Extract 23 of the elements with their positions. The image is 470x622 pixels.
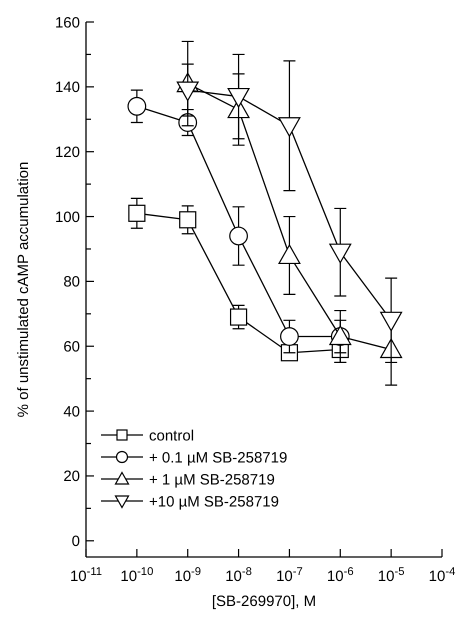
y-tick-label: 60 bbox=[63, 338, 80, 356]
y-tick-label: 20 bbox=[63, 468, 80, 486]
legend-label: + 1 µM SB-258719 bbox=[149, 471, 275, 488]
x-tick-label: 10$^{-7}$ bbox=[276, 566, 303, 585]
y-tick-label: 120 bbox=[54, 144, 80, 161]
y-tick-label: 80 bbox=[63, 274, 80, 291]
y-tick-label: 160 bbox=[54, 14, 80, 32]
x-tick-label: 10$^{-6}$ bbox=[326, 566, 354, 585]
y-tick-label: 100 bbox=[54, 208, 80, 226]
y-tick-label: 140 bbox=[54, 79, 80, 96]
legend-label: + 0.1 µM SB-258719 bbox=[149, 449, 288, 466]
y-axis-title: % of unstimulated cAMP accumulation bbox=[15, 162, 32, 418]
legend-label: +10 µM SB-258719 bbox=[149, 493, 279, 510]
y-tick-label: 0 bbox=[72, 533, 80, 550]
x-axis-title: [SB-269970], M bbox=[212, 593, 316, 610]
legend-label: control bbox=[149, 427, 194, 444]
y-tick-label: 40 bbox=[63, 403, 80, 420]
x-tick-label: 10$^{-4}$ bbox=[428, 566, 456, 585]
x-tick-label: 10$^{-10}$ bbox=[120, 566, 154, 585]
x-tick-label: 10$^{-9}$ bbox=[174, 566, 202, 585]
x-tick-label: 10$^{-5}$ bbox=[378, 566, 404, 585]
x-tick-label: 10$^{-11}$ bbox=[70, 566, 102, 585]
x-tick-label: 10$^{-8}$ bbox=[225, 566, 252, 585]
